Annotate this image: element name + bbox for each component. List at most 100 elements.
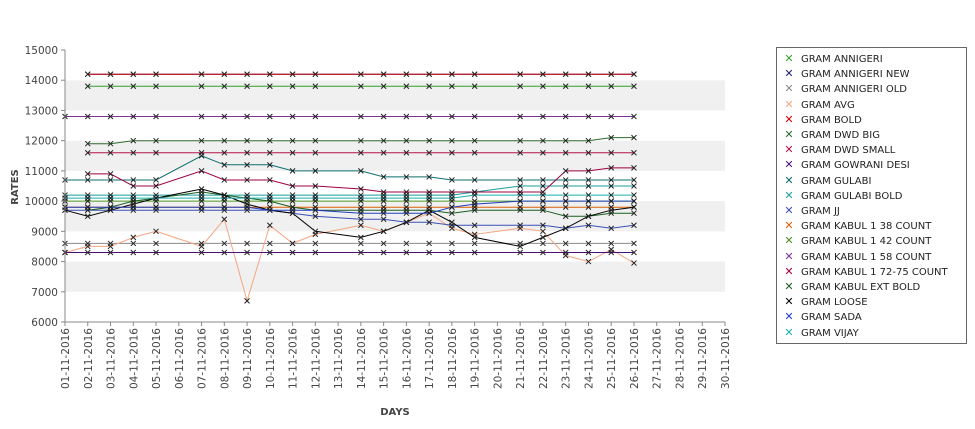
data-point-marker <box>266 83 273 90</box>
data-point-marker <box>631 134 637 141</box>
data-point-marker <box>266 240 273 247</box>
data-point-marker <box>289 137 296 144</box>
data-point-marker <box>198 83 205 90</box>
legend-marker-icon: ✕ <box>784 188 794 202</box>
data-point-marker <box>471 113 478 120</box>
data-point-marker <box>244 204 250 211</box>
data-point-marker <box>380 113 387 120</box>
x-tick-label: 28-11-2016 <box>674 328 686 389</box>
data-point-marker <box>540 234 546 241</box>
data-point-marker <box>380 71 387 78</box>
legend-marker-icon: ✕ <box>784 82 794 96</box>
legend-label: GRAM VIJAY <box>801 327 859 339</box>
data-point-marker <box>244 113 250 120</box>
legend-item: ✕ GRAM DWD BIG <box>781 128 880 142</box>
data-point-marker <box>130 240 137 247</box>
legend-marker-icon: ✕ <box>784 264 794 278</box>
data-point-marker <box>358 113 364 120</box>
data-point-marker <box>471 240 478 247</box>
data-point-marker <box>266 195 273 201</box>
data-point-marker <box>471 201 478 207</box>
x-tick-label: 14-11-2016 <box>356 328 368 389</box>
data-point-marker <box>244 83 250 90</box>
legend-label: GRAM AVG <box>801 99 855 111</box>
data-point-marker <box>426 137 432 144</box>
data-point-marker <box>289 168 296 174</box>
data-point-marker <box>380 149 387 156</box>
data-point-marker <box>289 207 296 214</box>
data-point-marker <box>358 222 364 229</box>
axes: 6000 7000 8000 9000 10000 11000 12000 13000 1400… <box>25 45 732 389</box>
data-point-marker <box>244 161 250 168</box>
data-point-marker <box>380 174 387 180</box>
data-point-marker <box>221 249 228 256</box>
data-point-marker <box>562 213 569 220</box>
legend-label: GRAM GULABI BOLD <box>801 190 903 202</box>
data-point-marker <box>130 234 137 241</box>
data-point-marker <box>471 249 478 256</box>
data-point-marker <box>84 195 91 201</box>
data-point-marker <box>153 204 159 211</box>
data-point-marker <box>130 204 137 211</box>
data-point-marker <box>517 149 524 156</box>
data-point-marker <box>631 210 637 217</box>
data-point-marker <box>426 174 432 180</box>
data-point-marker <box>221 137 228 144</box>
grid-band <box>65 231 725 262</box>
data-point-marker <box>517 222 524 229</box>
data-point-marker <box>608 249 615 256</box>
data-point-marker <box>198 152 205 159</box>
data-point-marker <box>631 204 637 211</box>
data-point-marker <box>403 149 410 156</box>
grid-band <box>65 261 725 292</box>
x-tick-label: 02-11-2016 <box>83 328 95 389</box>
data-point-marker <box>221 195 228 201</box>
data-point-marker <box>153 71 159 78</box>
legend-label: GRAM ANNIGERI <box>801 54 883 65</box>
data-point-marker <box>84 83 91 90</box>
data-point-marker <box>631 177 637 183</box>
data-point-marker <box>153 240 159 247</box>
data-point-marker <box>358 240 364 247</box>
x-tick-label: 06-11-2016 <box>174 328 186 389</box>
data-point-marker <box>107 195 114 201</box>
legend: ✕ GRAM ANNIGERI ✕ GRAM ANNIGERI NEW ✕ GRAM AN… <box>776 47 967 344</box>
x-tick-label: 22-11-2016 <box>538 328 550 389</box>
data-point-marker <box>358 137 364 144</box>
data-point-marker <box>540 207 546 214</box>
legend-item: ✕ GRAM KABUL EXT BOLD <box>781 280 920 294</box>
data-point-marker <box>585 258 592 265</box>
data-point-marker <box>221 149 228 156</box>
legend-item: ✕ GRAM GULABI <box>781 174 871 188</box>
legend-marker-icon: ✕ <box>784 112 794 126</box>
data-point-marker <box>585 168 592 174</box>
data-point-marker <box>130 83 137 90</box>
data-point-marker <box>562 168 569 174</box>
data-point-marker <box>585 240 592 247</box>
data-point-marker <box>84 140 91 147</box>
data-point-marker <box>562 204 569 211</box>
data-point-marker <box>198 71 205 78</box>
data-point-marker <box>358 149 364 156</box>
x-tick-label: 17-11-2016 <box>424 328 436 389</box>
data-point-marker <box>198 249 205 256</box>
x-tick-label: 23-11-2016 <box>561 328 573 389</box>
data-point-marker <box>562 113 569 120</box>
data-point-marker <box>403 83 410 90</box>
grid-band <box>65 140 725 171</box>
data-point-marker <box>540 198 546 204</box>
data-point-marker <box>585 198 592 204</box>
data-point-marker <box>84 171 91 177</box>
data-point-marker <box>562 71 569 78</box>
data-point-marker <box>471 234 478 241</box>
x-tick-label: 08-11-2016 <box>219 328 231 389</box>
data-point-marker <box>403 137 410 144</box>
data-point-marker <box>517 207 524 214</box>
data-point-marker <box>449 249 455 256</box>
data-point-marker <box>449 219 455 226</box>
data-point-marker <box>198 243 205 250</box>
data-point-marker <box>540 149 546 156</box>
data-point-marker <box>266 113 273 120</box>
legend-label: GRAM JJ <box>801 206 840 217</box>
